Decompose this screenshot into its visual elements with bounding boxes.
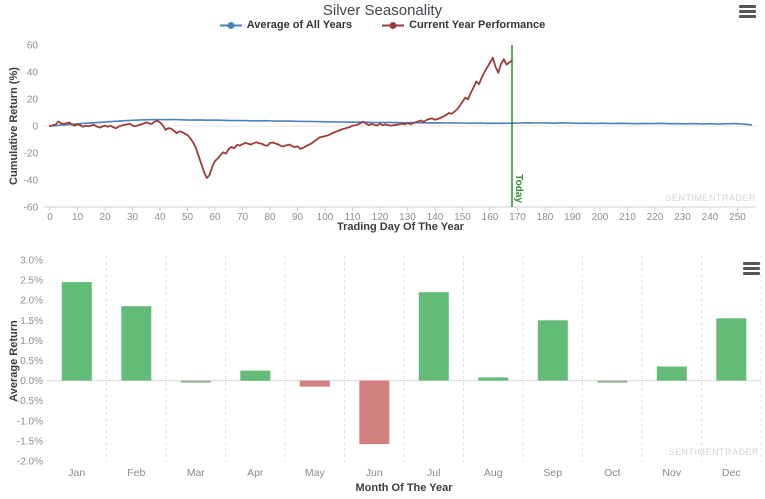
bar-sep[interactable] xyxy=(537,320,568,381)
y-tick-label: 3.0% xyxy=(20,256,43,267)
x-tick-label: 180 xyxy=(537,212,554,223)
x-tick-label: Nov xyxy=(662,467,681,479)
y-tick-label: -2.0% xyxy=(17,457,43,468)
x-tick-label: 40 xyxy=(154,212,166,223)
bar-apr[interactable] xyxy=(240,370,271,381)
seasonality-line-chart: 0 10 20 30 40 50 60 70 80 90 100 110 120 130 140 150 160… xyxy=(0,0,765,245)
x-tick-label: 0 xyxy=(47,212,53,223)
monthly-bar-chart: 3.0% 2.5% 2.0% 1.5% 1.0% 0.5% 0.0% -0.5% -1.0% -1… xyxy=(0,245,765,499)
y-tick-label: 0.5% xyxy=(20,356,43,367)
legend-dot xyxy=(227,21,235,29)
x-tick-label: Dec xyxy=(722,467,741,479)
y-axis-title: Average Return xyxy=(8,320,20,402)
legend-marker-icon xyxy=(382,21,405,29)
x-tick-label: Jul xyxy=(427,467,440,479)
x-tick-label: 220 xyxy=(647,212,664,223)
y-tick-label: 1.0% xyxy=(20,336,43,347)
y-tick-label: 1.5% xyxy=(20,316,43,327)
x-tick-label: 50 xyxy=(182,212,194,223)
chart-menu-button[interactable] xyxy=(741,260,762,277)
x-tick-label: 70 xyxy=(237,212,249,223)
line-chart-plot: 0 10 20 30 40 50 60 70 80 90 100 110 120 130 140 150 160… xyxy=(24,41,757,223)
y-tick-label: 0.0% xyxy=(20,376,43,387)
series-line-current-year-performance[interactable] xyxy=(49,56,513,179)
x-tick-label: 130 xyxy=(399,212,416,223)
x-tick-label: Aug xyxy=(484,467,503,479)
x-tick-label: 120 xyxy=(372,212,389,223)
legend-item-current-year-performance[interactable]: Current Year Performance xyxy=(382,19,545,31)
chart-menu-button[interactable] xyxy=(737,3,758,20)
y-tick-label: 0 xyxy=(32,122,38,133)
x-tick-label: Sep xyxy=(543,467,562,479)
bar-jul[interactable] xyxy=(418,292,449,381)
y-tick-label: 20 xyxy=(27,95,39,106)
x-tick-label: 240 xyxy=(702,212,719,223)
legend-label: Average of All Years xyxy=(246,19,353,31)
x-tick-label: May xyxy=(305,467,326,479)
bar-chart-plot: 3.0% 2.5% 2.0% 1.5% 1.0% 0.5% 0.0% -0.5% -1.0% -1… xyxy=(17,256,762,479)
bar-jan[interactable] xyxy=(61,282,92,381)
x-tick-label: Apr xyxy=(247,467,264,479)
y-tick-label: -60 xyxy=(24,203,39,214)
y-axis-title: Cumulative Return (%) xyxy=(8,67,20,185)
x-tick-label: 140 xyxy=(427,212,444,223)
legend-marker-icon xyxy=(219,21,242,29)
x-tick-label: 230 xyxy=(674,212,691,223)
bar-aug[interactable] xyxy=(478,377,509,381)
bar-oct[interactable] xyxy=(597,380,628,383)
x-tick-label: 160 xyxy=(482,212,499,223)
x-tick-label: 250 xyxy=(729,212,746,223)
legend-item-average-of-all-years[interactable]: Average of All Years xyxy=(219,19,353,31)
legend: Average of All Years Current Year Perform… xyxy=(0,19,765,31)
legend-label: Current Year Performance xyxy=(409,19,546,31)
y-tick-label: 60 xyxy=(27,41,39,52)
x-tick-label: 190 xyxy=(564,212,581,223)
bar-jun[interactable] xyxy=(359,380,390,445)
x-tick-label: 210 xyxy=(619,212,636,223)
x-tick-label: 10 xyxy=(72,212,84,223)
x-tick-label: 150 xyxy=(454,212,471,223)
y-tick-label: 2.5% xyxy=(20,276,43,287)
y-tick-label: -1.0% xyxy=(17,416,43,427)
y-tick-label: 40 xyxy=(27,68,39,79)
y-tick-label: -40 xyxy=(24,176,39,187)
bar-nov[interactable] xyxy=(656,366,687,381)
x-axis-title: Month Of The Year xyxy=(355,482,453,494)
x-tick-label: 100 xyxy=(317,212,334,223)
x-tick-label: 200 xyxy=(592,212,609,223)
bar-dec[interactable] xyxy=(716,318,747,381)
x-tick-label: 110 xyxy=(345,212,361,223)
y-tick-label: 2.0% xyxy=(20,296,43,307)
x-tick-label: 30 xyxy=(127,212,139,223)
x-tick-label: Jan xyxy=(68,467,85,479)
x-tick-label: 90 xyxy=(292,212,304,223)
x-tick-label: 80 xyxy=(264,212,276,223)
legend-dot xyxy=(389,21,397,29)
watermark: SENTIMENTRADER xyxy=(665,193,756,203)
chart-title: Silver Seasonality xyxy=(322,2,443,19)
y-tick-label: -1.5% xyxy=(17,436,43,447)
y-tick-label: -0.5% xyxy=(17,396,43,407)
series-line-average-of-all-years[interactable] xyxy=(49,118,753,127)
x-tick-label: 60 xyxy=(209,212,221,223)
x-tick-label: Feb xyxy=(127,467,145,479)
x-tick-label: 20 xyxy=(99,212,111,223)
bar-feb[interactable] xyxy=(121,306,152,381)
x-tick-label: Oct xyxy=(604,467,620,479)
bar-may[interactable] xyxy=(299,380,330,387)
x-axis-title: Trading Day Of The Year xyxy=(337,221,464,233)
x-tick-label: 170 xyxy=(509,212,526,223)
watermark: SENTIMENTRADER xyxy=(668,447,759,457)
today-label: Today xyxy=(513,174,524,203)
x-tick-label: Mar xyxy=(187,467,206,479)
bar-mar[interactable] xyxy=(180,380,211,383)
x-tick-label: Jun xyxy=(366,467,383,479)
y-tick-label: -20 xyxy=(24,149,39,160)
